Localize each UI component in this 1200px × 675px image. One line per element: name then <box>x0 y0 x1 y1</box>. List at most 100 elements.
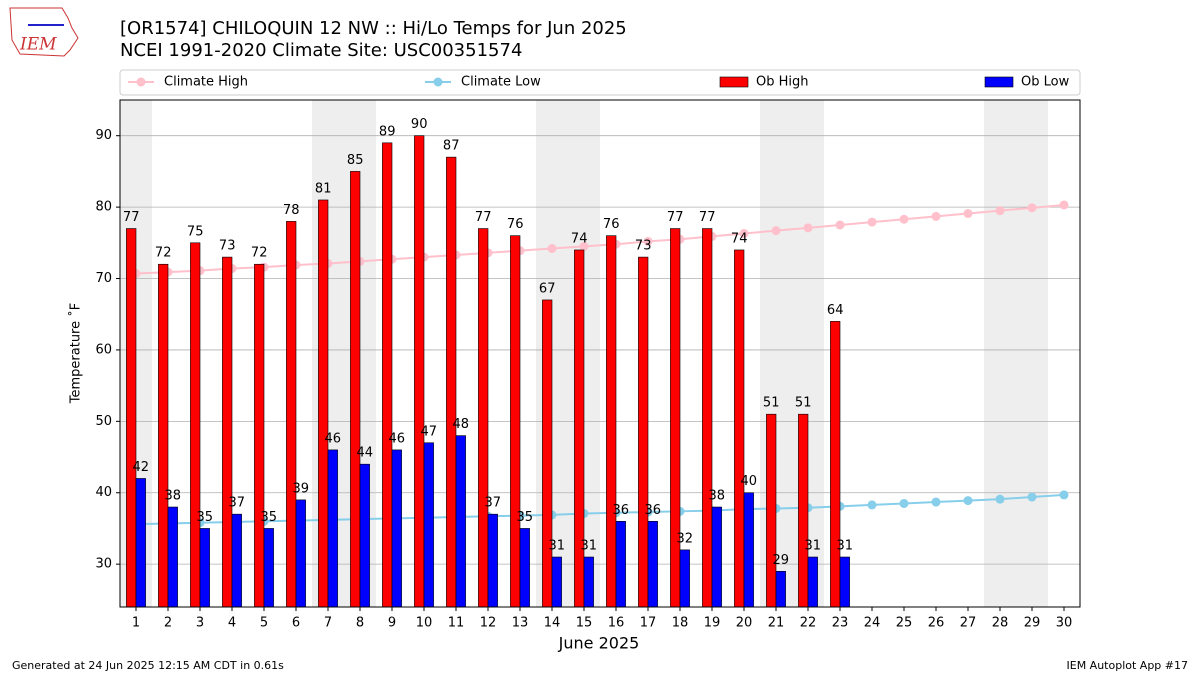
bar <box>391 449 402 608</box>
point <box>931 497 941 507</box>
point <box>1027 203 1037 213</box>
x-tick-label: 16 <box>608 616 625 631</box>
bar <box>638 256 649 608</box>
value-label: 35 <box>197 510 214 525</box>
x-tick-label: 8 <box>356 616 364 631</box>
value-label: 31 <box>581 539 598 554</box>
value-label: 31 <box>837 539 854 554</box>
bar <box>839 556 850 608</box>
bar <box>807 556 818 608</box>
bar <box>167 506 178 608</box>
bar <box>414 135 425 608</box>
bar <box>743 492 754 608</box>
point <box>899 498 909 508</box>
bar <box>199 528 210 608</box>
plot-frame <box>119 99 1081 608</box>
bar <box>734 249 745 608</box>
x-tick-label: 13 <box>512 616 529 631</box>
x-tick-label: 28 <box>992 616 1009 631</box>
x-tick-label: 6 <box>292 616 300 631</box>
point <box>995 206 1005 216</box>
value-label: 36 <box>613 503 630 518</box>
value-label: 40 <box>741 474 758 489</box>
bar <box>254 263 265 608</box>
x-axis-label: June 2025 <box>558 634 640 653</box>
bar <box>455 435 466 608</box>
bar <box>158 263 169 608</box>
logo-outline <box>9 7 79 57</box>
point <box>995 494 1005 504</box>
bar <box>702 228 713 608</box>
point <box>1027 492 1037 502</box>
value-label: 72 <box>251 246 268 261</box>
x-tick-label: 1 <box>132 616 140 631</box>
value-label: 77 <box>123 210 140 225</box>
bar <box>190 242 201 608</box>
point <box>547 244 557 254</box>
x-tick-label: 7 <box>324 616 332 631</box>
value-label: 76 <box>507 217 524 232</box>
bar <box>222 256 233 608</box>
x-tick-label: 29 <box>1024 616 1041 631</box>
logo-text: IEM <box>19 35 57 55</box>
value-label: 73 <box>219 239 236 254</box>
value-label: 72 <box>155 246 172 261</box>
value-label: 31 <box>549 539 566 554</box>
x-tick-label: 25 <box>896 616 913 631</box>
x-tick-label: 14 <box>544 616 561 631</box>
x-tick-label: 20 <box>736 616 753 631</box>
bar <box>231 513 242 608</box>
bar <box>327 449 338 608</box>
value-label: 87 <box>443 139 460 154</box>
x-tick-label: 22 <box>800 616 817 631</box>
point <box>643 236 653 246</box>
point <box>867 500 877 510</box>
value-label: 89 <box>379 124 396 139</box>
x-tick-label: 9 <box>388 616 396 631</box>
bar <box>423 442 434 608</box>
x-tick-label: 30 <box>1056 616 1073 631</box>
value-label: 32 <box>677 531 694 546</box>
legend-swatch <box>136 77 146 87</box>
bar <box>135 478 146 608</box>
point <box>1059 490 1069 500</box>
x-tick-label: 24 <box>864 616 881 631</box>
bar <box>670 228 681 608</box>
y-tick-label: 60 <box>95 342 112 357</box>
x-tick-label: 21 <box>768 616 785 631</box>
legend-label: Climate Low <box>461 75 541 90</box>
value-label: 38 <box>165 489 182 504</box>
value-label: 47 <box>421 424 438 439</box>
value-label: 46 <box>325 431 342 446</box>
x-tick-label: 5 <box>260 616 268 631</box>
value-label: 75 <box>187 224 204 239</box>
value-label: 37 <box>229 496 246 511</box>
bar <box>583 556 594 608</box>
point <box>739 229 749 239</box>
legend-label: Ob Low <box>1021 75 1070 90</box>
bar <box>286 221 297 608</box>
value-label: 77 <box>699 210 716 225</box>
x-tick-label: 11 <box>448 616 465 631</box>
bar <box>295 499 306 608</box>
chart-subtitle: NCEI 1991-2020 Climate Site: USC00351574 <box>120 40 522 61</box>
value-label: 48 <box>453 417 470 432</box>
x-tick-label: 4 <box>228 616 236 631</box>
bar <box>647 521 658 608</box>
bar <box>606 235 617 608</box>
y-tick-label: 90 <box>95 128 112 143</box>
point <box>931 211 941 221</box>
bar <box>263 528 274 608</box>
value-label: 67 <box>539 281 556 296</box>
chart-title: [OR1574] CHILOQUIN 12 NW :: Hi/Lo Temps … <box>120 18 627 39</box>
bar <box>711 506 722 608</box>
legend-swatch <box>433 77 443 87</box>
footer-left: Generated at 24 Jun 2025 12:15 AM CDT in… <box>12 659 284 672</box>
bar <box>830 321 841 608</box>
value-label: 74 <box>731 231 748 246</box>
y-tick-label: 70 <box>95 271 112 286</box>
bar <box>775 570 786 608</box>
bar <box>551 556 562 608</box>
point <box>899 214 909 224</box>
value-label: 77 <box>667 210 684 225</box>
